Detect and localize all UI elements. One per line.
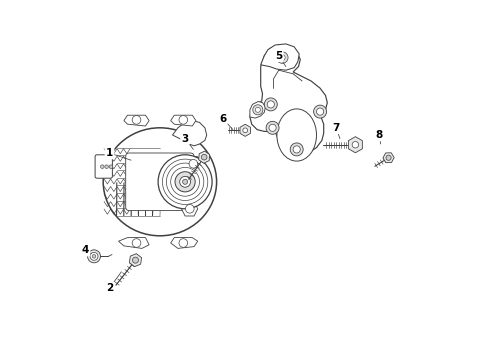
Circle shape	[132, 239, 141, 247]
Circle shape	[166, 163, 203, 201]
Circle shape	[313, 105, 326, 118]
Circle shape	[170, 167, 199, 196]
Text: 5: 5	[275, 51, 282, 61]
Circle shape	[109, 165, 113, 168]
Circle shape	[201, 154, 206, 160]
Circle shape	[158, 155, 212, 209]
Circle shape	[385, 155, 390, 160]
Polygon shape	[185, 157, 201, 171]
Ellipse shape	[276, 109, 316, 161]
Circle shape	[265, 121, 279, 134]
Circle shape	[266, 101, 274, 108]
Circle shape	[87, 250, 101, 263]
FancyBboxPatch shape	[95, 155, 112, 178]
Polygon shape	[198, 151, 209, 163]
Text: 4: 4	[81, 245, 89, 255]
Circle shape	[179, 176, 190, 187]
Circle shape	[132, 257, 138, 263]
Polygon shape	[123, 115, 149, 126]
Polygon shape	[170, 238, 197, 248]
Circle shape	[292, 146, 300, 153]
Polygon shape	[181, 202, 197, 216]
Polygon shape	[382, 153, 393, 163]
Text: 3: 3	[181, 134, 188, 144]
Polygon shape	[118, 238, 149, 248]
Text: 6: 6	[219, 114, 226, 124]
Polygon shape	[347, 137, 362, 153]
Circle shape	[182, 179, 187, 184]
Circle shape	[252, 105, 263, 115]
Polygon shape	[240, 124, 250, 136]
Circle shape	[289, 143, 303, 156]
Circle shape	[268, 124, 276, 131]
Polygon shape	[129, 254, 141, 267]
Circle shape	[185, 204, 194, 213]
Circle shape	[316, 108, 323, 115]
Circle shape	[279, 55, 285, 60]
Circle shape	[243, 128, 247, 133]
Circle shape	[162, 159, 207, 204]
Text: 8: 8	[375, 130, 382, 140]
Polygon shape	[260, 44, 299, 70]
Circle shape	[351, 141, 358, 148]
Polygon shape	[249, 102, 265, 118]
Circle shape	[179, 116, 187, 124]
Polygon shape	[249, 45, 326, 153]
Circle shape	[189, 159, 197, 168]
Text: 1: 1	[106, 148, 113, 158]
Circle shape	[132, 116, 141, 124]
Circle shape	[255, 107, 260, 112]
Circle shape	[264, 98, 277, 111]
Ellipse shape	[103, 128, 216, 236]
Circle shape	[104, 165, 108, 168]
Polygon shape	[172, 121, 206, 146]
FancyBboxPatch shape	[125, 153, 194, 211]
Circle shape	[101, 165, 104, 168]
Circle shape	[175, 172, 195, 192]
Circle shape	[92, 255, 96, 258]
Circle shape	[179, 239, 187, 247]
Circle shape	[276, 52, 287, 63]
Text: 2: 2	[106, 283, 113, 293]
Polygon shape	[170, 115, 196, 126]
Text: 7: 7	[332, 123, 339, 133]
Circle shape	[90, 252, 98, 260]
